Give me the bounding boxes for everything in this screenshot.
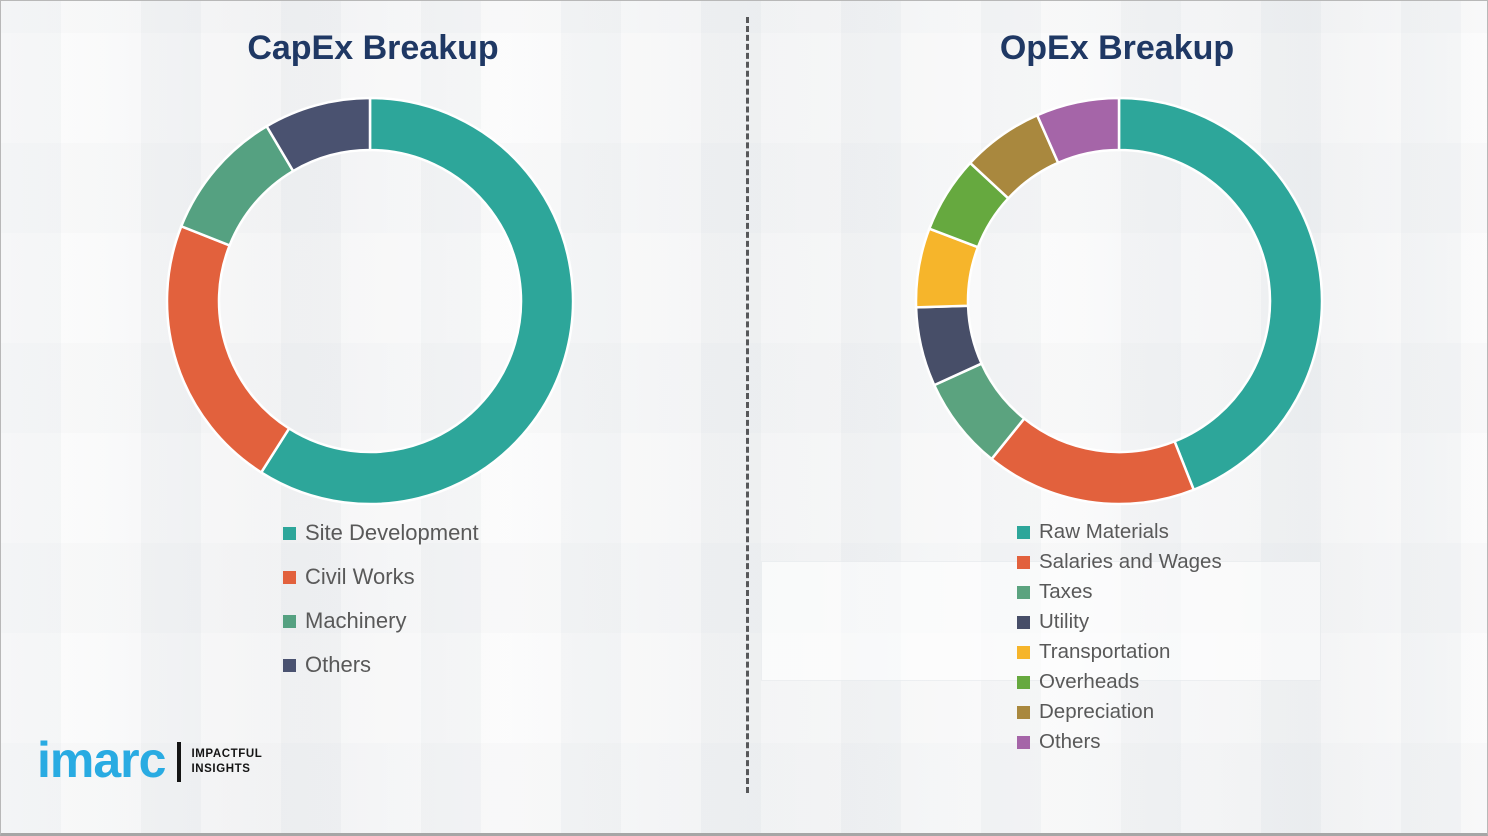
donut-segment-others [1035,96,1121,165]
donut-segment-raw-materials [1117,96,1324,492]
legend-item-others: Others [1017,727,1222,757]
legend-item-site-development: Site Development [283,511,479,555]
opex-chart-title: OpEx Breakup [999,29,1235,67]
legend-item-overheads: Overheads [1017,667,1222,697]
capex-donut-chart [165,96,575,506]
imarc-logo-wordmark: imarc [37,732,166,788]
legend-label: Others [305,652,372,677]
legend-label: Salaries and Wages [1039,550,1222,573]
legend-label: Machinery [305,608,407,633]
imarc-logo-tagline: IMPACTFUL INSIGHTS [191,747,262,777]
legend-item-salaries-and-wages: Salaries and Wages [1017,547,1222,577]
legend-swatch-others [283,658,296,672]
legend-swatch-machinery [283,614,296,628]
legend-item-depreciation: Depreciation [1017,697,1222,727]
legend-label: Taxes [1039,580,1093,603]
legend-label: Utility [1039,610,1090,633]
legend-label: Raw Materials [1039,520,1169,543]
background-watermark-block [761,561,1321,681]
legend-swatch-civil-works [283,570,296,584]
legend-item-utility: Utility [1017,607,1222,637]
legend-swatch-raw-materials [1017,525,1030,539]
donut-segment-civil-works [165,224,291,475]
donut-segment-salaries-and-wages [989,416,1196,506]
legend-swatch-overheads [1017,675,1030,689]
legend-swatch-salaries-and-wages [1017,555,1030,569]
legend-label: Civil Works [305,564,415,589]
legend-item-raw-materials: Raw Materials [1017,517,1222,547]
imarc-tagline-line1: IMPACTFUL [191,748,263,761]
donut-segment-others [264,96,372,173]
legend-label: Depreciation [1039,700,1155,723]
imarc-logo-divider-bar [177,742,182,782]
legend-item-civil-works: Civil Works [283,555,479,599]
legend-item-machinery: Machinery [283,599,479,643]
capex-chart-title: CapEx Breakup [247,29,499,67]
legend-label: Site Development [305,520,479,545]
legend-item-taxes: Taxes [1017,577,1222,607]
legend-swatch-site-development [283,526,296,540]
legend-label: Others [1039,730,1101,753]
legend-swatch-transportation [1017,645,1030,659]
imarc-tagline-line2: INSIGHTS [191,763,251,775]
legend-swatch-taxes [1017,585,1030,599]
legend-label: Overheads [1039,670,1140,693]
legend-item-transportation: Transportation [1017,637,1222,667]
capex-legend: Site Development Civil Works Machinery Othe… [283,511,479,687]
opex-legend: Raw Materials Salaries and Wages Taxes Util… [1017,517,1222,757]
legend-swatch-utility [1017,615,1030,629]
donut-segment-site-development [259,96,575,506]
opex-donut-chart [914,96,1324,506]
legend-swatch-others [1017,735,1030,749]
legend-item-others: Others [283,643,479,687]
vertical-dashed-divider [746,17,749,793]
imarc-logo: imarc IMPACTFUL INSIGHTS [37,735,262,785]
legend-label: Transportation [1039,640,1171,663]
legend-swatch-depreciation [1017,705,1030,719]
